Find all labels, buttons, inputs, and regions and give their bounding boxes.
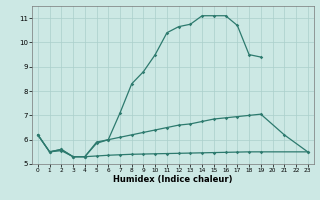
X-axis label: Humidex (Indice chaleur): Humidex (Indice chaleur)	[113, 175, 233, 184]
